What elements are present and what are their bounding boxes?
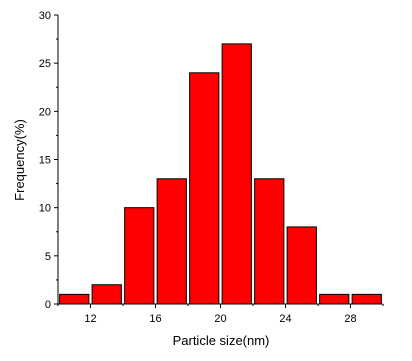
- x-tick-label: 28: [344, 313, 356, 325]
- y-axis-label: Frequency(%): [12, 119, 27, 201]
- y-tick-label: 15: [39, 155, 51, 167]
- histogram-bar: [189, 72, 220, 305]
- histogram-bar: [59, 293, 90, 305]
- histogram-bar: [286, 226, 317, 305]
- y-tick-label: 10: [39, 203, 51, 215]
- histogram-bar: [319, 293, 350, 305]
- y-tick-label: 5: [45, 251, 51, 263]
- histogram-bar: [91, 284, 122, 305]
- bars-layer: [59, 43, 382, 305]
- x-tick-label: 24: [279, 313, 291, 325]
- axes-layer: [57, 15, 383, 305]
- ticks-layer: 0 5 10 15 20 25 30 12 16 20 24 28: [39, 10, 384, 325]
- y-tick-label: 0: [45, 299, 51, 311]
- y-tick-label: 20: [39, 106, 51, 118]
- x-tick-label: 16: [149, 313, 161, 325]
- histogram-bar: [124, 207, 155, 305]
- y-tick-label: 25: [39, 58, 51, 70]
- x-tick-label: 20: [214, 313, 226, 325]
- histogram-bar: [351, 293, 382, 305]
- histogram-bar: [221, 43, 252, 305]
- histogram-bar: [156, 178, 187, 305]
- y-tick-label: 30: [39, 10, 51, 22]
- histogram-bar: [254, 178, 285, 305]
- x-axis-label: Particle size(nm): [173, 333, 270, 348]
- x-tick-label: 12: [84, 313, 96, 325]
- labels-layer: Particle size(nm) Frequency(%): [12, 119, 269, 348]
